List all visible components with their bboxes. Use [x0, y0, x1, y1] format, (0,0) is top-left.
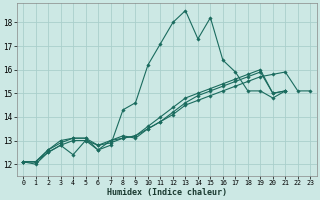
X-axis label: Humidex (Indice chaleur): Humidex (Indice chaleur) — [107, 188, 227, 197]
